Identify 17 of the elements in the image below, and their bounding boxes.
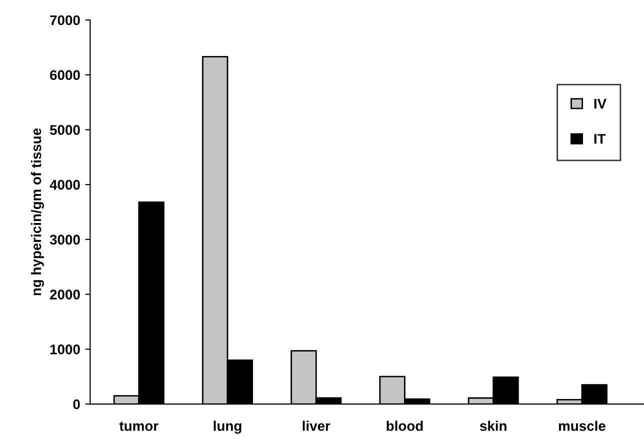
x-tick-label: muscle (558, 420, 606, 431)
x-tick-label: tumor (119, 422, 158, 431)
y-tick-label: 6000 (50, 70, 80, 80)
x-tick-label: blood (386, 420, 423, 431)
y-tick-label: 1000 (50, 344, 80, 354)
legend-label: IV (594, 98, 606, 108)
legend-label: IT (594, 134, 606, 144)
x-tick-label: lung (214, 420, 242, 434)
y-tick-label: 4000 (50, 180, 80, 190)
x-tick-label: liver (302, 420, 330, 431)
x-tick-label: skin (480, 420, 506, 431)
y-tick-label: 0 (73, 399, 80, 410)
y-tick-label: 7000 (50, 15, 80, 26)
y-axis-title: ng hypericin/gm of tissue (30, 128, 44, 296)
y-tick-label: 5000 (50, 125, 80, 135)
y-tick-label: 3000 (50, 234, 80, 245)
y-tick-label: 2000 (50, 290, 80, 300)
